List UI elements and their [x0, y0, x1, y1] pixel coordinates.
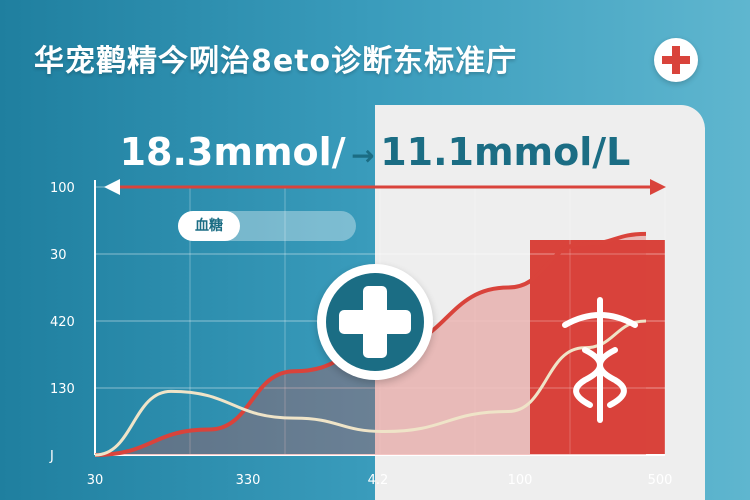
medical-cross-badge-icon: [654, 38, 698, 82]
x-tick-label: 100: [508, 473, 533, 488]
series-line: [94, 319, 647, 457]
page-title: 华宠鹳精今咧治8eto诊断东标准庁: [34, 44, 518, 79]
x-tick-label: 330: [236, 473, 261, 488]
pill-label: 血糖: [178, 211, 240, 241]
headline: 18.3mmol/ → 11.1mmol/L: [0, 130, 750, 174]
headline-separator: →: [351, 139, 375, 172]
x-tick-label: 4.2: [368, 473, 389, 488]
medical-cross-horizontal: [339, 310, 411, 334]
y-tick-label: J: [49, 449, 54, 464]
y-tick-label: 100: [50, 181, 75, 196]
y-tick-label: 420: [50, 315, 75, 330]
range-arrow-right-head: [650, 179, 666, 195]
headline-right-value: 11.1mmol/L: [380, 130, 631, 174]
y-tick-label: 130: [50, 382, 75, 397]
x-tick-label: 30: [87, 473, 104, 488]
medical-cross-icon: [317, 264, 433, 380]
x-tick-label: 500: [648, 473, 673, 488]
range-arrow-left-head: [104, 179, 120, 195]
metric-pill: 血糖: [178, 211, 356, 241]
headline-left-value: 18.3mmol/: [119, 130, 346, 174]
y-tick-label: 30: [50, 248, 67, 263]
